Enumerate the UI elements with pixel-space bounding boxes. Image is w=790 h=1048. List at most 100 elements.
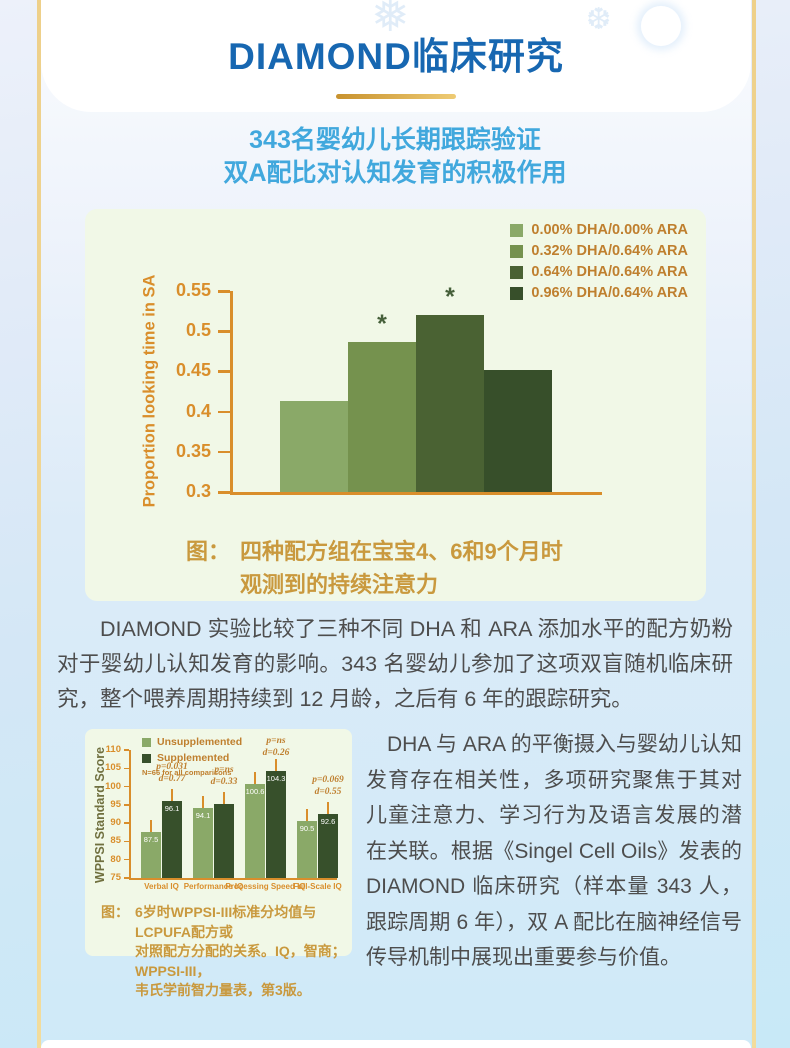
legend-label: 0.32% DHA/0.64% ARA [531, 243, 688, 259]
y-axis-tick [218, 491, 230, 494]
significance-star: * [377, 310, 387, 339]
y-axis-title: Proportion looking time in SA [140, 274, 159, 508]
wppsi-bar [318, 813, 338, 878]
y-axis-tick-label: 0.55 [175, 280, 211, 300]
dha-ara-paragraph: DHA 与 ARA 的平衡摄入与婴幼儿认知发育存在相关性，多项研究聚焦于其对儿童… [366, 733, 742, 969]
y-axis-tick [124, 804, 129, 806]
y-axis-tick [218, 290, 230, 293]
y-axis-line [129, 750, 131, 879]
legend-item: 0.64% DHA/0.64% ARA [510, 264, 688, 280]
x-axis-label: Processing Speed IQ [225, 882, 306, 891]
y-axis-tick [124, 767, 129, 770]
study-description-paragraph: DIAMOND 实验比较了三种不同 DHA 和 ARA 添加水平的配方奶粉对于婴… [57, 617, 733, 711]
wppsi-bar [266, 770, 286, 878]
x-axis-label: Performance IQ [183, 882, 244, 891]
error-whisker [254, 772, 256, 785]
y-axis-tick-label: 90 [110, 817, 121, 829]
annotation-d: d=0.26 [262, 748, 290, 758]
y-axis-tick [218, 450, 230, 454]
group-annotation: p=0.031 d=0.77 [137, 761, 207, 785]
y-axis-tick [124, 785, 129, 788]
y-axis-tick-label: 0.3 [185, 481, 211, 501]
next-section-edge [41, 1040, 751, 1048]
legend-label: 0.00% DHA/0.00% ARA [531, 222, 688, 238]
legend-swatch [510, 223, 524, 237]
subtitle-line-1: 343名婴幼儿长期跟踪验证 [249, 126, 541, 154]
legend-item: Unsupplemented [142, 736, 242, 748]
legend-item: 0.32% DHA/0.64% ARA [510, 243, 688, 259]
wppsi-bar [162, 800, 182, 878]
error-whisker [275, 758, 277, 771]
attention-bar [484, 369, 552, 492]
attention-chart-card: 0.00% DHA/0.00% ARA 0.32% DHA/0.64% ARA 0.… [85, 209, 706, 601]
attention-bar [416, 315, 484, 492]
y-axis-tick-label: 75 [110, 872, 121, 883]
bar-value-label: 92.6 [320, 816, 336, 826]
chart2-caption-line3: 韦氏学前智力量表，第3版。 [135, 982, 311, 998]
header-banner: ❅ ❆ DIAMOND临床研究 [41, 0, 751, 112]
annotation-p: p=ns [214, 765, 234, 776]
bar-value-label: 104.3 [266, 773, 286, 783]
y-axis-tick [218, 330, 230, 333]
bar-value-label: 90.5 [299, 824, 315, 834]
y-axis-tick-label: 105 [105, 762, 121, 774]
chart2-caption: 图： 6岁时WPPSI-III标准分均值与LCPUFA配方或 对照配方分配的关系… [101, 903, 352, 1001]
bar-value-label: 94.1 [195, 811, 211, 821]
legend-swatch [142, 753, 151, 763]
y-axis-tick-label: 0.5 [185, 320, 211, 341]
bar-value-label: 100.6 [245, 787, 265, 797]
error-whisker [223, 792, 225, 805]
error-whisker [171, 788, 173, 801]
wppsi-bar [214, 804, 234, 878]
y-axis-tick [124, 858, 129, 861]
legend-label: 0.64% DHA/0.64% ARA [531, 264, 688, 280]
y-axis-tick [124, 822, 129, 824]
page-title: DIAMOND临床研究 [228, 36, 564, 77]
gold-divider [336, 94, 456, 99]
attention-bar [348, 342, 416, 492]
chart1-caption-label: 图： [186, 539, 231, 564]
y-axis-tick-label: 0.35 [175, 440, 211, 461]
y-axis-tick [124, 877, 129, 879]
annotation-p: p=0.031 [156, 761, 188, 772]
wppsi-bar [193, 808, 213, 878]
attention-bar [280, 401, 348, 492]
error-whisker [306, 809, 308, 822]
y-axis-line [230, 291, 233, 494]
significance-star: * [445, 283, 455, 312]
legend-swatch [510, 265, 524, 279]
legend-note: N=66 for all comparisons [142, 768, 232, 777]
chart1-caption-line1: 四种配方组在宝宝4、6和9个月时 [240, 539, 563, 564]
legend-swatch [510, 244, 524, 258]
x-axis-label: Verbal IQ [144, 882, 179, 891]
wppsi-legend: Unsupplemented Supplemented N=66 for all c… [142, 736, 242, 777]
chart2-caption-line2: 对照配方分配的关系。IQ，智商；WPPSI-III， [135, 943, 346, 979]
y-axis-tick-label: 100 [105, 780, 121, 792]
annotation-d: d=0.77 [158, 773, 186, 784]
y-axis-tick-label: 110 [105, 744, 121, 755]
wppsi-bar [297, 821, 317, 878]
legend-item: Supplemented [142, 752, 242, 764]
annotation-d: d=0.33 [210, 777, 238, 788]
y-axis-tick-label: 0.4 [185, 400, 211, 421]
legend-label: 0.96% DHA/0.64% ARA [531, 285, 688, 301]
chart2-caption-line1: 6岁时WPPSI-III标准分均值与LCPUFA配方或 [135, 904, 317, 940]
subtitle: 343名婴幼儿长期跟踪验证 双A配比对认知发育的积极作用 [0, 124, 790, 190]
bar-value-label: 96.1 [164, 803, 180, 813]
y-axis-tick-label: 95 [110, 798, 121, 810]
bar-value-label: 87.5 [143, 835, 159, 845]
y-axis-tick-label: 80 [110, 853, 121, 865]
annotation-p: p=0.069 [312, 774, 344, 785]
legend-label: Unsupplemented [157, 736, 243, 748]
left-gold-border [37, 0, 41, 1048]
subtitle-line-2: 双A配比对认知发育的积极作用 [223, 159, 567, 187]
legend-item: 0.96% DHA/0.64% ARA [510, 285, 688, 301]
y-axis-tick [124, 749, 129, 751]
y-axis-tick-label: 85 [110, 835, 121, 847]
group-annotation: p=ns d=0.33 [189, 764, 259, 788]
legend-label: Supplemented [157, 752, 230, 764]
error-whisker [202, 796, 204, 809]
x-axis-line [129, 878, 337, 880]
y-axis-tick [218, 370, 230, 373]
